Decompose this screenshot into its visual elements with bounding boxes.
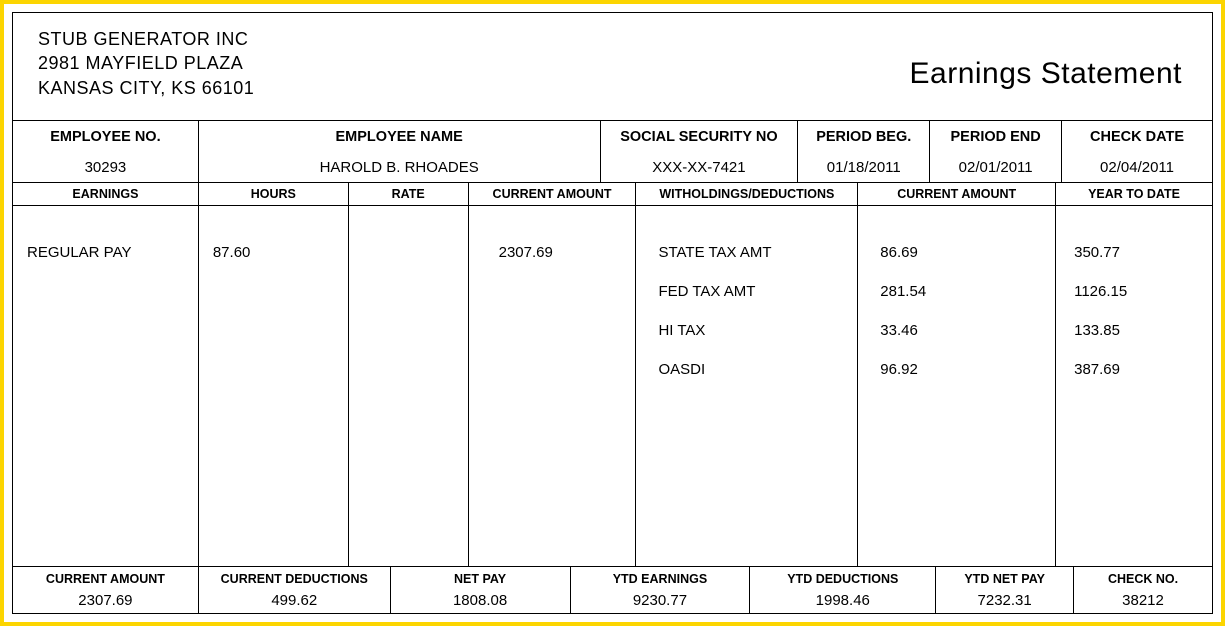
tot-ytd-earnings-label: YTD EARNINGS <box>575 572 746 586</box>
period-end-value: 02/01/2011 <box>959 145 1033 176</box>
tot-current-amount-label: CURRENT AMOUNT <box>17 572 194 586</box>
period-beg-label: PERIOD BEG. <box>816 129 911 145</box>
employee-info-row: EMPLOYEE NO. 30293 EMPLOYEE NAME HAROLD … <box>13 121 1212 183</box>
ssn-value: XXX-XX-7421 <box>652 145 745 176</box>
col-witholdings: WITHOLDINGS/DEDUCTIONS <box>636 183 858 205</box>
deduction-current: 96.92 <box>880 361 1041 378</box>
hours-value: 87.60 <box>213 244 334 261</box>
period-end-label: PERIOD END <box>951 129 1041 145</box>
col-hours: HOURS <box>199 183 349 205</box>
document-title: Earnings Statement <box>910 27 1192 91</box>
col-earnings: EARNINGS <box>13 183 199 205</box>
hours-cell: 87.60 <box>199 206 349 566</box>
page-frame: STUB GENERATOR INC 2981 MAYFIELD PLAZA K… <box>0 0 1225 626</box>
tot-ytd-net-pay-label: YTD NET PAY <box>940 572 1069 586</box>
columns-header-row: EARNINGS HOURS RATE CURRENT AMOUNT WITHO… <box>13 183 1212 206</box>
deduction-ytd: 1126.15 <box>1074 283 1198 300</box>
tot-ytd-earnings-value: 9230.77 <box>575 586 746 609</box>
company-name: STUB GENERATOR INC <box>38 27 254 51</box>
check-date-value: 02/04/2011 <box>1100 145 1174 176</box>
tot-ytd-net-pay-value: 7232.31 <box>940 586 1069 609</box>
tot-current-deductions-label: CURRENT DEDUCTIONS <box>203 572 386 586</box>
employee-no-value: 30293 <box>85 145 127 176</box>
tot-check-no-label: CHECK NO. <box>1078 572 1208 586</box>
deduction-current: 86.69 <box>880 244 1041 261</box>
totals-row: CURRENT AMOUNT 2307.69 CURRENT DEDUCTION… <box>13 567 1212 613</box>
deduction-current: 281.54 <box>880 283 1041 300</box>
tot-net-pay-value: 1808.08 <box>395 586 566 609</box>
col-ytd: YEAR TO DATE <box>1056 183 1212 205</box>
company-addr2: KANSAS CITY, KS 66101 <box>38 76 254 100</box>
tot-ytd-deductions-label: YTD DEDUCTIONS <box>754 572 931 586</box>
col-rate: RATE <box>349 183 469 205</box>
earnings-type-cell: REGULAR PAY <box>13 206 199 566</box>
deductions-names-cell: STATE TAX AMT FED TAX AMT HI TAX OASDI <box>636 206 858 566</box>
tot-check-no-value: 38212 <box>1078 586 1208 609</box>
deductions-ytd-cell: 350.77 1126.15 133.85 387.69 <box>1056 206 1212 566</box>
paystub: STUB GENERATOR INC 2981 MAYFIELD PLAZA K… <box>12 12 1213 614</box>
earnings-current-value: 2307.69 <box>499 244 622 261</box>
employee-no-label: EMPLOYEE NO. <box>50 129 160 145</box>
deduction-ytd: 350.77 <box>1074 244 1198 261</box>
check-date-label: CHECK DATE <box>1090 129 1184 145</box>
tot-net-pay-label: NET PAY <box>395 572 566 586</box>
earnings-type: REGULAR PAY <box>27 244 184 261</box>
col-current2: CURRENT AMOUNT <box>858 183 1056 205</box>
tot-current-deductions-value: 499.62 <box>203 586 386 609</box>
deduction-name: STATE TAX AMT <box>658 244 843 261</box>
employee-name-value: HAROLD B. RHOADES <box>320 145 479 176</box>
company-addr1: 2981 MAYFIELD PLAZA <box>38 51 254 75</box>
period-beg-value: 01/18/2011 <box>827 145 901 176</box>
tot-ytd-deductions-value: 1998.46 <box>754 586 931 609</box>
ssn-label: SOCIAL SECURITY NO <box>620 129 777 145</box>
employee-name-label: EMPLOYEE NAME <box>336 129 463 145</box>
deduction-name: HI TAX <box>658 322 843 339</box>
earnings-current-cell: 2307.69 <box>469 206 637 566</box>
rate-cell <box>349 206 469 566</box>
header: STUB GENERATOR INC 2981 MAYFIELD PLAZA K… <box>13 13 1212 121</box>
deduction-ytd: 133.85 <box>1074 322 1198 339</box>
col-current: CURRENT AMOUNT <box>469 183 637 205</box>
deductions-current-cell: 86.69 281.54 33.46 96.92 <box>858 206 1056 566</box>
tot-current-amount-value: 2307.69 <box>17 586 194 609</box>
deduction-current: 33.46 <box>880 322 1041 339</box>
deduction-name: FED TAX AMT <box>658 283 843 300</box>
body-row: REGULAR PAY 87.60 2307.69 STATE TAX AMT … <box>13 206 1212 567</box>
company-block: STUB GENERATOR INC 2981 MAYFIELD PLAZA K… <box>38 27 254 100</box>
deduction-ytd: 387.69 <box>1074 361 1198 378</box>
deduction-name: OASDI <box>658 361 843 378</box>
